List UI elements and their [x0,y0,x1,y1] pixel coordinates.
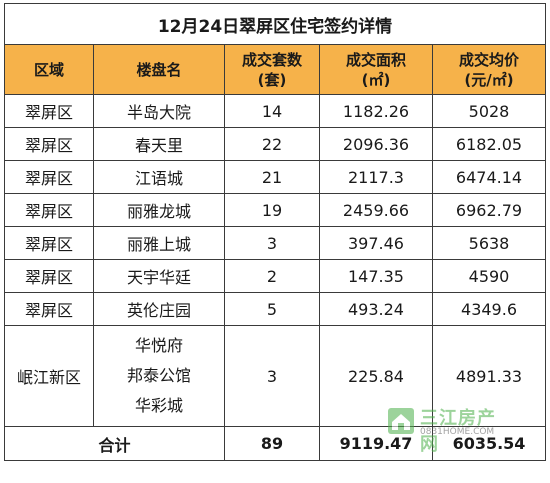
header-price-line1: 成交均价 [459,50,520,69]
cell-area: 2096.36 [319,127,433,161]
header-price-line2: (元/㎡) [464,70,514,89]
project-name: 华彩城 [134,396,183,415]
cell-price: 4891.33 [431,325,547,427]
header-region: 区域 [4,44,94,95]
header-units-line2: (套) [257,70,287,89]
cell-region: 翠屏区 [4,226,94,260]
cell-region: 岷江新区 [4,325,94,427]
cell-price: 5028 [431,94,547,128]
cell-project: 江语城 [93,160,225,194]
cell-price: 6962.79 [431,193,547,227]
cell-region: 翠屏区 [4,193,94,227]
cell-area: 493.24 [319,292,433,326]
cell-projects: 华悦府 邦泰公馆 华彩城 [93,325,225,427]
table-row: 翠屏区 半岛大院 14 1182.26 5028 [4,94,547,128]
table-title: 12月24日翠屏区住宅签约详情 [3,3,547,45]
cell-units: 3 [224,226,320,260]
table-row: 翠屏区 英伦庄园 5 493.24 4349.6 [4,292,547,326]
project-name: 邦泰公馆 [126,366,191,385]
cell-area: 397.46 [319,226,433,260]
cell-project: 春天里 [93,127,225,161]
cell-area: 2459.66 [319,193,433,227]
sales-table-container: 12月24日翠屏区住宅签约详情 区域 楼盘名 成交套数 (套) 成交面积 (㎡)… [3,3,547,481]
cell-region: 翠屏区 [4,259,94,293]
table-row: 翠屏区 丽雅龙城 19 2459.66 6962.79 [4,193,547,227]
header-units: 成交套数 (套) [224,44,320,95]
cell-project: 天宇华廷 [93,259,225,293]
header-project: 楼盘名 [93,44,225,95]
cell-project: 英伦庄园 [93,292,225,326]
cell-price: 6474.14 [431,160,547,194]
total-row: 合计 89 9119.47 6035.54 [4,426,547,461]
title-row: 12月24日翠屏区住宅签约详情 [3,3,547,45]
cell-area: 147.35 [319,259,433,293]
table-row-minjiang: 岷江新区 华悦府 邦泰公馆 华彩城 3 225.84 4891.33 [4,325,547,427]
cell-region: 翠屏区 [4,292,94,326]
cell-units: 3 [224,325,320,427]
cell-units: 22 [224,127,320,161]
header-units-line1: 成交套数 [241,50,302,69]
header-area-line2: (㎡) [361,70,391,89]
cell-project: 半岛大院 [93,94,225,128]
cell-price: 5638 [431,226,547,260]
cell-price: 4590 [431,259,547,293]
project-name: 华悦府 [134,336,183,355]
cell-project: 丽雅上城 [93,226,225,260]
cell-units: 2 [224,259,320,293]
header-area-line1: 成交面积 [345,50,406,69]
cell-region: 翠屏区 [4,127,94,161]
header-price: 成交均价 (元/㎡) [431,44,547,95]
sales-table: 12月24日翠屏区住宅签约详情 区域 楼盘名 成交套数 (套) 成交面积 (㎡)… [3,3,547,461]
cell-project: 丽雅龙城 [93,193,225,227]
table-row: 翠屏区 江语城 21 2117.3 6474.14 [4,160,547,194]
table-row: 翠屏区 春天里 22 2096.36 6182.05 [4,127,547,161]
table-row: 翠屏区 天宇华廷 2 147.35 4590 [4,259,547,293]
cell-units: 19 [224,193,320,227]
header-row: 区域 楼盘名 成交套数 (套) 成交面积 (㎡) 成交均价 (元/㎡) [4,44,547,95]
header-area: 成交面积 (㎡) [319,44,433,95]
total-price: 6035.54 [431,426,547,461]
cell-area: 225.84 [319,325,433,427]
cell-price: 4349.6 [431,292,547,326]
cell-units: 14 [224,94,320,128]
total-units: 89 [224,426,320,461]
total-area: 9119.47 [319,426,433,461]
cell-region: 翠屏区 [4,160,94,194]
table-row: 翠屏区 丽雅上城 3 397.46 5638 [4,226,547,260]
total-label: 合计 [4,426,225,461]
cell-price: 6182.05 [431,127,547,161]
cell-area: 2117.3 [319,160,433,194]
cell-area: 1182.26 [319,94,433,128]
cell-units: 21 [224,160,320,194]
cell-units: 5 [224,292,320,326]
cell-region: 翠屏区 [4,94,94,128]
